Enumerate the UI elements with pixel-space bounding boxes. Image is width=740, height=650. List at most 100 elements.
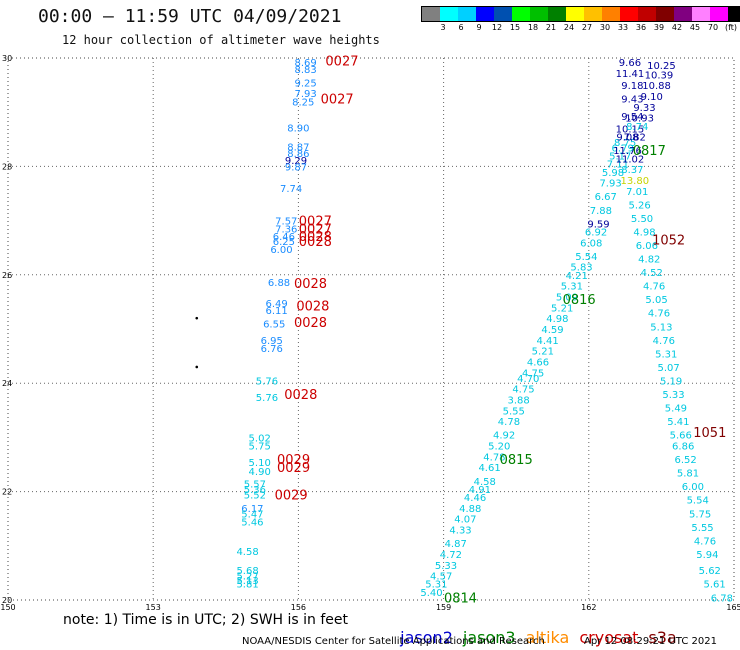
pass-time-label: 0029 (275, 488, 308, 503)
swh-reading: 4.59 (541, 325, 563, 336)
swh-reading: 5.57 (244, 479, 266, 490)
legend-tick-label: 42 (671, 23, 683, 32)
swh-reading: 4.21 (566, 271, 588, 282)
x-tick-label: 165 (726, 603, 740, 612)
legend-swatch (476, 7, 494, 21)
swh-reading: 5.13 (236, 576, 258, 587)
pass-time-label: 0027 (299, 215, 332, 230)
legend-tick-label: 27 (581, 23, 593, 32)
footer-note: note: 1) Time is in UTC; 2) SWH is in fe… (63, 612, 349, 628)
swh-reading: 5.83 (570, 263, 592, 274)
pass-time-label: 0814 (444, 591, 477, 606)
legend-swatch (710, 7, 728, 21)
swh-reading: 4.76 (648, 309, 670, 320)
legend-swatch (656, 7, 674, 21)
swh-reading: 5.31 (655, 349, 677, 360)
satellite-legend: jason2 jason3 altika cryosat s3a (390, 609, 687, 647)
swh-reading: 11.41 (616, 69, 645, 80)
swh-reading: 6.06 (636, 241, 658, 252)
legend-swatch (692, 7, 710, 21)
swh-reading: 10.88 (642, 81, 671, 92)
x-tick-label: 162 (581, 603, 596, 612)
swh-reading: 5.75 (249, 442, 271, 453)
x-tick-label: 150 (0, 603, 15, 612)
swh-reading: 4.75 (512, 385, 534, 396)
footer-timestamp: Apr 12 08:29:21 UTC 2021 (584, 636, 717, 647)
swh-reading: 6.11 (265, 306, 287, 317)
swh-reading: 5.05 (645, 295, 667, 306)
y-tick-label: 26 (2, 271, 12, 280)
legend-tick-label: 33 (617, 23, 629, 32)
swh-reading: 5.21 (551, 303, 573, 314)
swh-reading: 4.78 (483, 452, 505, 463)
swh-reading: 5.55 (691, 523, 713, 534)
swh-reading: 5.52 (244, 490, 266, 501)
swh-reading: 5.68 (236, 566, 258, 577)
y-tick-label: 20 (2, 596, 12, 605)
swh-reading: 6.92 (585, 227, 607, 238)
swh-reading: 9.08 (616, 133, 638, 144)
legend-tick-label: 12 (491, 23, 503, 32)
swh-reading: 6.25 (273, 237, 295, 248)
pass-time-label: 0029 (277, 461, 310, 476)
swh-reading: 4.75 (522, 368, 544, 379)
swh-reading: 4.92 (493, 431, 515, 442)
pass-time-label: 0027 (325, 55, 358, 70)
legend-altika: altika (525, 628, 570, 647)
pass-time-label: 0029 (277, 453, 310, 468)
map-grid: 150 153 156 159 162 165 30 28 26 24 22 20 (0, 54, 740, 612)
swh-reading: 4.91 (469, 485, 491, 496)
swh-reading: 9.43 (621, 95, 643, 106)
pass-time-label: 1051 (693, 426, 726, 441)
swh-reading: 10.15 (616, 124, 645, 135)
pass-time-label: 0815 (500, 453, 533, 468)
swh-reading: 6.17 (241, 504, 263, 515)
legend-swatch (728, 7, 740, 21)
swh-reading: 9.25 (295, 78, 317, 89)
swh-reading: 8.87 (287, 142, 309, 153)
swh-reading: 7.93 (295, 89, 317, 100)
swh-reading: 5.21 (532, 347, 554, 358)
swh-reading: 6.78 (711, 593, 733, 604)
swh-reading: 5.50 (631, 214, 653, 225)
swh-reading: 8.25 (292, 97, 314, 108)
swh-reading: 7.57 (275, 217, 297, 228)
swh-reading: 8.83 (295, 65, 317, 76)
swh-reading: 5.20 (488, 442, 510, 453)
legend-swatch (530, 7, 548, 21)
swh-reading: 5.33 (435, 561, 457, 572)
swh-reading: 9.10 (641, 92, 663, 103)
swh-reading: 11.76 (613, 146, 642, 157)
pass-time-label: 0028 (299, 230, 332, 245)
swh-reading: 10.93 (625, 114, 654, 125)
swh-reading: 5.19 (660, 376, 682, 387)
pass-time-labels: 0027002700270027002800280028002800280028… (275, 55, 727, 607)
swh-reading: 3.88 (507, 395, 529, 406)
legend-swatch (548, 7, 566, 21)
swh-reading: 6.49 (265, 299, 287, 310)
swh-reading: 4.98 (546, 314, 568, 325)
swh-reading: 5.13 (650, 322, 672, 333)
color-scale-labels: 3 6 9 12 15 18 21 24 27 30 33 36 39 42 45 70 (ft) (421, 23, 738, 35)
legend-s3a: s3a (648, 628, 677, 647)
legend-swatch (422, 7, 440, 21)
pass-time-label: 0816 (563, 293, 596, 308)
legend-swatch (440, 7, 458, 21)
swh-reading: 7.11 (607, 160, 629, 171)
legend-tick-label: 3 (440, 23, 446, 32)
pass-time-label: 0028 (294, 316, 327, 331)
swh-reading: 4.72 (440, 550, 462, 561)
swh-reading: 4.58 (236, 547, 258, 558)
swh-reading: 6.52 (674, 455, 696, 466)
legend-swatch (674, 7, 692, 21)
footer-credit: NOAA/NESDIS Center for Satellite Applica… (242, 636, 545, 647)
swh-reading: 5.36 (244, 485, 266, 496)
swh-reading: 8.75 (614, 138, 636, 149)
y-tick-label: 28 (2, 162, 12, 171)
swh-reading: 9.54 (621, 112, 643, 123)
legend-tick-label: (ft) (724, 23, 738, 32)
y-tick-label: 22 (2, 488, 12, 497)
swh-reading: 5.09 (556, 292, 578, 303)
legend-tick-label: 30 (599, 23, 611, 32)
